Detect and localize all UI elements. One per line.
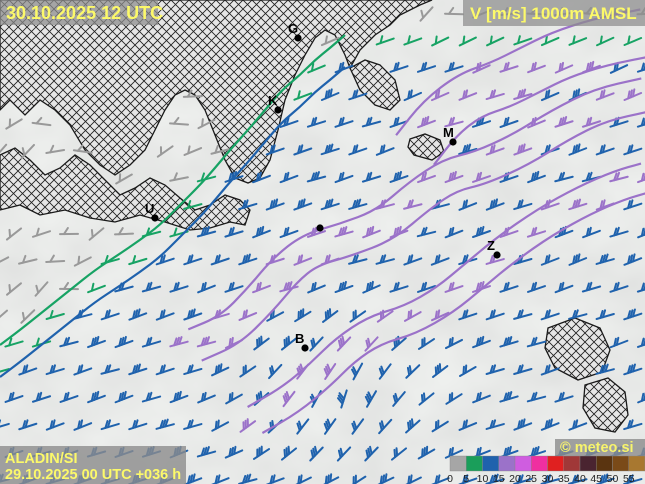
svg-text:Z: Z <box>487 238 495 253</box>
svg-text:30.10.2025 12 UTC: 30.10.2025 12 UTC <box>6 3 163 23</box>
svg-text:30: 30 <box>542 473 554 484</box>
svg-text:50: 50 <box>607 473 619 484</box>
svg-text:U: U <box>145 201 154 216</box>
svg-text:G: G <box>288 21 298 36</box>
svg-text:M: M <box>443 125 454 140</box>
svg-text:40: 40 <box>574 473 586 484</box>
svg-text:55: 55 <box>623 473 635 484</box>
svg-text:V [m/s] 1000m AMSL: V [m/s] 1000m AMSL <box>470 4 637 23</box>
svg-text:15: 15 <box>493 473 505 484</box>
svg-text:35: 35 <box>558 473 570 484</box>
svg-text:29.10.2025 00 UTC +036 h: 29.10.2025 00 UTC +036 h <box>5 467 181 483</box>
svg-text:B: B <box>295 331 304 346</box>
svg-text:10: 10 <box>477 473 489 484</box>
svg-text:ALADIN/SI: ALADIN/SI <box>5 451 78 467</box>
svg-text:5: 5 <box>463 473 469 484</box>
svg-text:20: 20 <box>509 473 521 484</box>
svg-text:45: 45 <box>590 473 602 484</box>
svg-text:0: 0 <box>447 473 453 484</box>
svg-text:25: 25 <box>525 473 537 484</box>
svg-text:K: K <box>268 93 278 108</box>
